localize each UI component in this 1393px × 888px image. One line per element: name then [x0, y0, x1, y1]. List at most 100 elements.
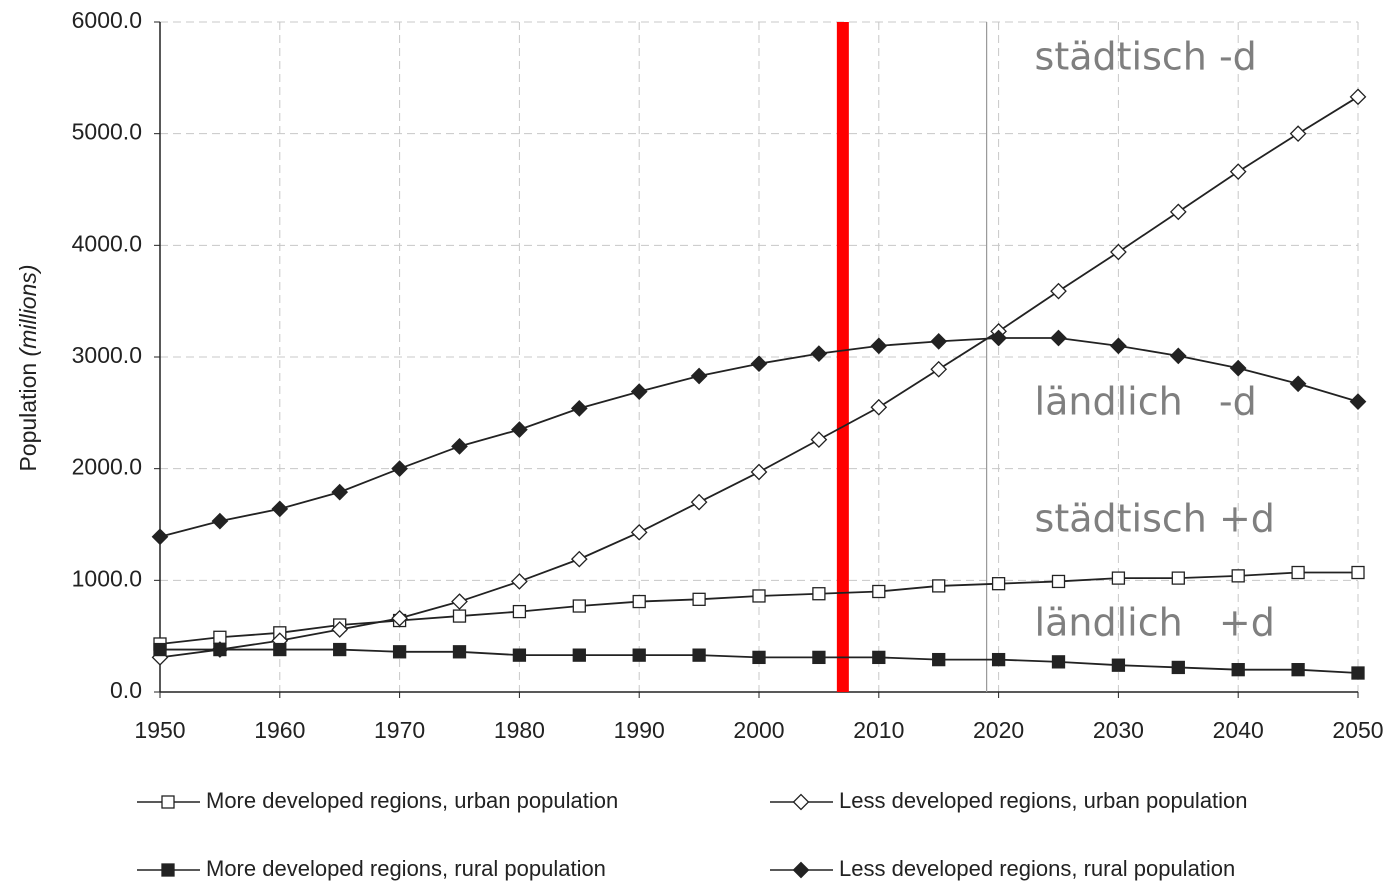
marker	[331, 483, 349, 501]
marker	[1169, 203, 1187, 221]
marker	[1349, 393, 1367, 411]
marker	[1169, 347, 1187, 365]
y-axis-label: Population (millions)	[15, 264, 41, 471]
marker	[1351, 565, 1365, 580]
marker	[331, 621, 349, 638]
marker	[1229, 359, 1247, 377]
marker	[211, 512, 229, 530]
marker	[1110, 243, 1127, 261]
marker	[1171, 660, 1185, 675]
marker	[452, 645, 467, 659]
marker	[1291, 663, 1305, 677]
legend-label: More developed regions, rural population	[206, 856, 606, 881]
marker	[810, 431, 828, 448]
marker	[512, 648, 527, 662]
marker	[1111, 658, 1126, 672]
marker	[930, 333, 948, 350]
y-tick-label: 4000.0	[72, 230, 142, 256]
marker	[792, 793, 810, 811]
marker	[451, 593, 468, 610]
marker	[151, 528, 169, 546]
marker	[391, 609, 408, 627]
marker	[213, 642, 227, 657]
marker	[1291, 565, 1305, 580]
marker	[991, 577, 1006, 591]
marker	[1051, 655, 1066, 669]
marker	[872, 650, 886, 665]
marker	[750, 463, 768, 481]
marker	[870, 337, 888, 355]
x-tick-label: 2020	[973, 717, 1024, 743]
y-tick-label: 6000.0	[72, 7, 142, 33]
marker	[752, 650, 766, 665]
marker	[1231, 663, 1245, 677]
marker	[932, 579, 946, 593]
marker	[572, 599, 586, 613]
marker	[632, 648, 646, 662]
x-tick-label: 2050	[1332, 717, 1383, 743]
marker	[1051, 574, 1066, 589]
legend-label: Less developed regions, urban population	[839, 788, 1248, 813]
marker	[872, 584, 886, 599]
marker	[632, 594, 646, 609]
marker	[391, 460, 408, 478]
marker	[990, 329, 1007, 347]
marker	[570, 550, 588, 568]
y-tick-label: 3000.0	[72, 342, 142, 368]
x-tick-label: 2010	[853, 717, 904, 743]
marker	[991, 652, 1006, 667]
marker	[932, 652, 946, 667]
marker	[511, 421, 528, 438]
marker	[1110, 337, 1127, 355]
marker	[750, 355, 768, 373]
marker	[1289, 125, 1307, 143]
marker	[752, 589, 766, 603]
y-label: Population	[15, 363, 41, 472]
x-tick-label: 2040	[1213, 717, 1264, 743]
annotation: städtisch -d	[1035, 34, 1257, 78]
marker	[792, 861, 810, 879]
y-tick-label: 1000.0	[72, 565, 142, 591]
marker	[153, 642, 167, 657]
marker	[161, 795, 175, 809]
marker	[570, 400, 588, 417]
marker	[810, 345, 828, 363]
marker	[630, 523, 648, 541]
legend-label: Less developed regions, rural population	[839, 856, 1235, 881]
y-tick-label: 2000.0	[72, 454, 142, 480]
x-tick-label: 1990	[614, 717, 665, 743]
x-tick-label: 2000	[733, 717, 784, 743]
marker	[392, 645, 407, 659]
x-tick-label: 2030	[1093, 717, 1144, 743]
marker	[452, 609, 467, 623]
x-tick-label: 1970	[374, 717, 425, 743]
annotation: ländlich +d	[1035, 601, 1275, 645]
marker	[512, 604, 527, 619]
x-tick-label: 1980	[494, 717, 545, 743]
marker	[1229, 163, 1247, 180]
marker	[812, 587, 826, 601]
marker	[1351, 666, 1365, 680]
x-tick-label: 1950	[134, 717, 185, 743]
marker	[333, 642, 347, 657]
y-label-unit: (millions)	[15, 264, 41, 356]
marker	[1289, 375, 1307, 393]
marker	[451, 437, 468, 455]
marker	[812, 650, 826, 665]
y-tick-label: 5000.0	[72, 119, 142, 145]
marker	[692, 592, 706, 606]
marker	[271, 500, 289, 518]
marker	[1050, 329, 1067, 347]
marker	[273, 642, 287, 657]
annotation: städtisch +d	[1035, 497, 1275, 541]
marker	[161, 863, 175, 877]
marker	[1231, 569, 1245, 583]
marker	[1171, 571, 1185, 585]
legend-label: More developed regions, urban population	[206, 788, 618, 813]
marker	[690, 367, 708, 385]
marker	[572, 648, 586, 662]
marker	[1349, 88, 1367, 106]
annotation: ländlich -d	[1035, 379, 1257, 423]
marker	[930, 360, 948, 378]
